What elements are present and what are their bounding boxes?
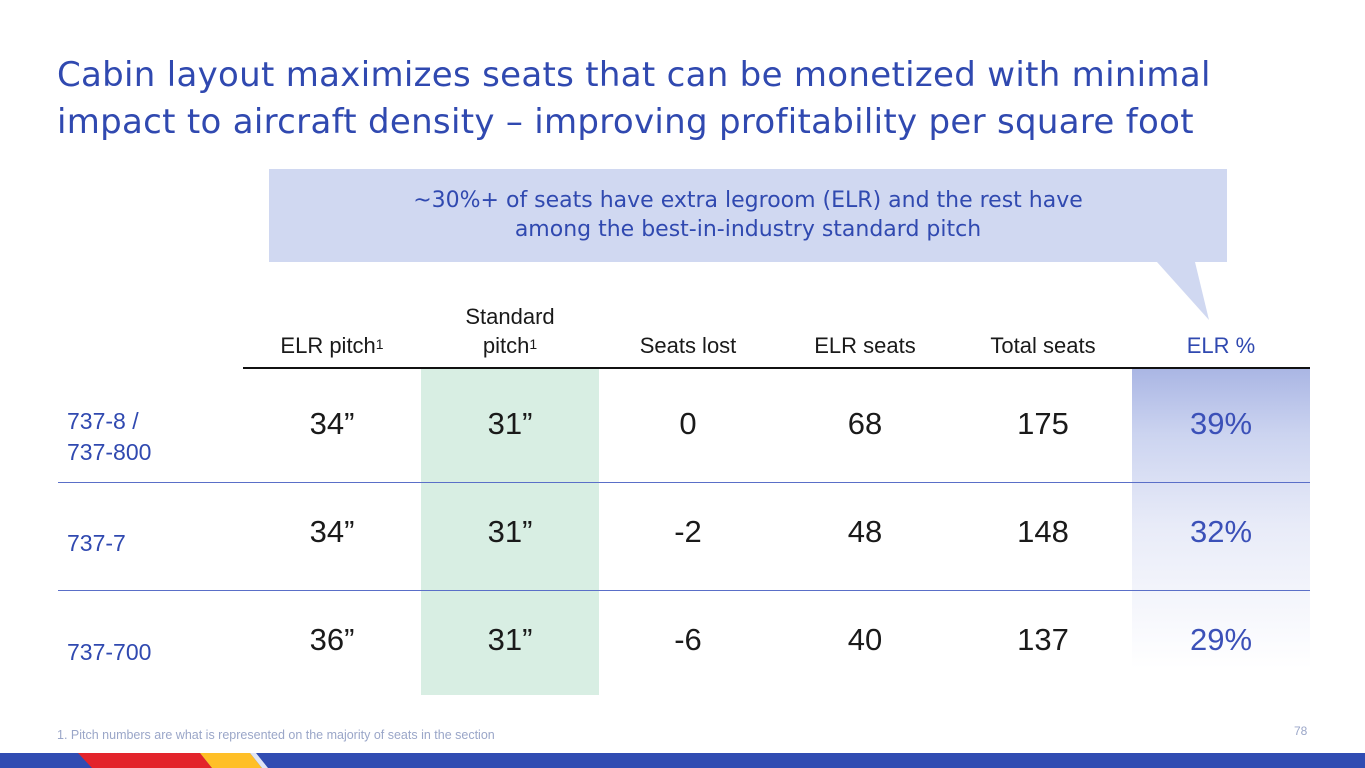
callout-box: ~30%+ of seats have extra legroom (ELR) … (269, 169, 1227, 262)
header-seats-lost: Seats lost (639, 333, 737, 358)
footnote: 1. Pitch numbers are what is represented… (57, 728, 495, 742)
cell-total-seats: 175 (1017, 406, 1069, 441)
row-label-737-7: 737-7 (67, 530, 126, 556)
cell-standard-pitch: 31” (487, 406, 533, 441)
header-total-seats: Total seats (990, 333, 1096, 358)
brand-stripe (0, 753, 1365, 768)
row-label-737-700: 737-700 (67, 639, 152, 665)
cell-elr-percent: 32% (1189, 514, 1253, 549)
cell-total-seats: 137 (1017, 622, 1069, 657)
callout-pointer (1157, 262, 1209, 320)
standard-pitch-column-highlight (421, 369, 599, 695)
cell-seats-lost: -2 (674, 514, 702, 549)
cell-seats-lost: 0 (679, 406, 697, 441)
header-elr-seats: ELR seats (814, 333, 916, 358)
header-standard-line-2: pitch1 (482, 333, 538, 358)
header-elr-percent: ELR % (1186, 333, 1256, 358)
footnote-marker: 1 (529, 336, 538, 352)
cell-elr-percent: 39% (1189, 406, 1253, 441)
elr-percent-column-highlight (1132, 369, 1310, 669)
header-standard-pitch: Standard pitch1 (421, 302, 599, 360)
footnote-marker: 1 (375, 336, 384, 352)
header-standard-line-1: Standard (465, 304, 555, 329)
header-elr-pitch: ELR pitch1 (280, 333, 384, 358)
header-rule (243, 367, 1310, 369)
cell-standard-pitch: 31” (487, 514, 533, 549)
row-label-737-8: 737-8 / 737-800 (67, 408, 152, 465)
cell-total-seats: 148 (1017, 514, 1069, 549)
row-divider (58, 482, 1310, 483)
cell-elr-pitch: 34” (309, 406, 355, 441)
cell-elr-pitch: 36” (309, 622, 355, 657)
cell-seats-lost: -6 (674, 622, 702, 657)
callout-text: ~30%+ of seats have extra legroom (ELR) … (269, 186, 1227, 244)
cell-elr-percent: 29% (1189, 622, 1253, 657)
cell-elr-seats: 68 (847, 406, 883, 441)
cell-elr-pitch: 34” (309, 514, 355, 549)
callout-line-2: among the best-in-industry standard pitc… (514, 217, 982, 242)
callout-line-1: ~30%+ of seats have extra legroom (ELR) … (413, 188, 1083, 213)
cell-elr-seats: 40 (847, 622, 883, 657)
cell-standard-pitch: 31” (487, 622, 533, 657)
page-number: 78 (1294, 724, 1308, 738)
cell-elr-seats: 48 (847, 514, 883, 549)
row-divider (58, 590, 1310, 591)
page-title: Cabin layout maximizes seats that can be… (57, 55, 1211, 142)
